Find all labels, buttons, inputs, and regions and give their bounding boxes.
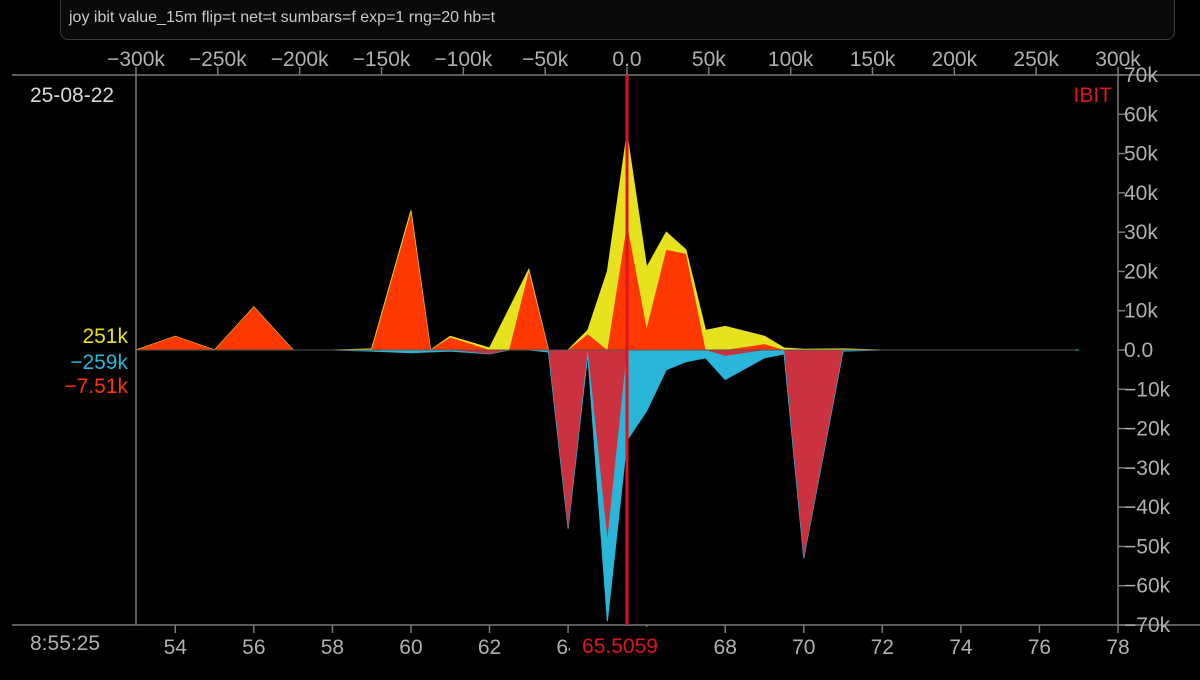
y-tick-label: 0.0 — [1124, 339, 1153, 362]
top-tick-label: −250k — [189, 48, 247, 71]
y-tick-label: 20k — [1124, 260, 1158, 283]
x-tick-label: 68 — [714, 636, 737, 659]
calls-total-label: 251k — [82, 325, 128, 348]
y-tick-label: 50k — [1124, 143, 1158, 166]
y-tick-label: 10k — [1124, 300, 1158, 323]
x-tick-label: 62 — [478, 636, 501, 659]
top-tick-label: −300k — [107, 48, 165, 71]
top-tick-label: −200k — [271, 48, 329, 71]
net-positive-area — [136, 212, 1079, 350]
y-tick-label: 60k — [1124, 103, 1158, 126]
net-total-label: −7.51k — [64, 375, 128, 398]
y-tick-label: 40k — [1124, 182, 1158, 205]
time-label: 8:55:25 — [30, 632, 100, 655]
y-tick-label: 30k — [1124, 221, 1158, 244]
top-tick-label: 50k — [692, 48, 726, 71]
top-tick-label: −100k — [434, 48, 492, 71]
ticker-label: IBIT — [1073, 84, 1112, 107]
y-tick-label: −10k — [1124, 378, 1171, 401]
y-tick-label: −70k — [1124, 614, 1171, 637]
x-tick-label: 76 — [1028, 636, 1051, 659]
command-bar[interactable]: joy ibit value_15m flip=t net=t sumbars=… — [60, 0, 1175, 40]
y-tick-label: −30k — [1124, 457, 1171, 480]
date-label: 25-08-22 — [30, 84, 114, 107]
top-tick-label: −150k — [353, 48, 411, 71]
net-negative-area — [136, 350, 1079, 559]
top-tick-label: 200k — [932, 48, 978, 71]
y-tick-label: −50k — [1124, 535, 1171, 558]
calls-area — [135, 133, 1079, 351]
y-tick-label: −20k — [1124, 418, 1171, 441]
x-tick-label: 74 — [949, 636, 973, 659]
y-tick-label: −40k — [1124, 496, 1171, 519]
x-tick-label: 56 — [242, 636, 265, 659]
top-tick-label: 250k — [1013, 48, 1059, 71]
x-tick-label: 70 — [792, 636, 815, 659]
price-label-bg — [570, 627, 678, 663]
top-tick-label: 0.0 — [612, 48, 641, 71]
y-tick-label: 70k — [1124, 64, 1158, 87]
x-tick-label: 54 — [164, 636, 188, 659]
top-tick-label: 300k — [1095, 48, 1141, 71]
top-tick-label: 150k — [850, 48, 896, 71]
top-tick-label: −50k — [522, 48, 569, 71]
y-tick-label: −60k — [1124, 575, 1171, 598]
x-tick-label: 60 — [399, 636, 422, 659]
x-tick-label: 58 — [321, 636, 344, 659]
x-tick-label: 72 — [871, 636, 894, 659]
top-tick-label: 100k — [768, 48, 814, 71]
x-tick-label: 78 — [1106, 636, 1129, 659]
command-text[interactable]: joy ibit value_15m flip=t net=t sumbars=… — [69, 9, 496, 26]
puts-total-label: −259k — [70, 351, 128, 374]
price-label: 65.5059 — [582, 635, 658, 658]
